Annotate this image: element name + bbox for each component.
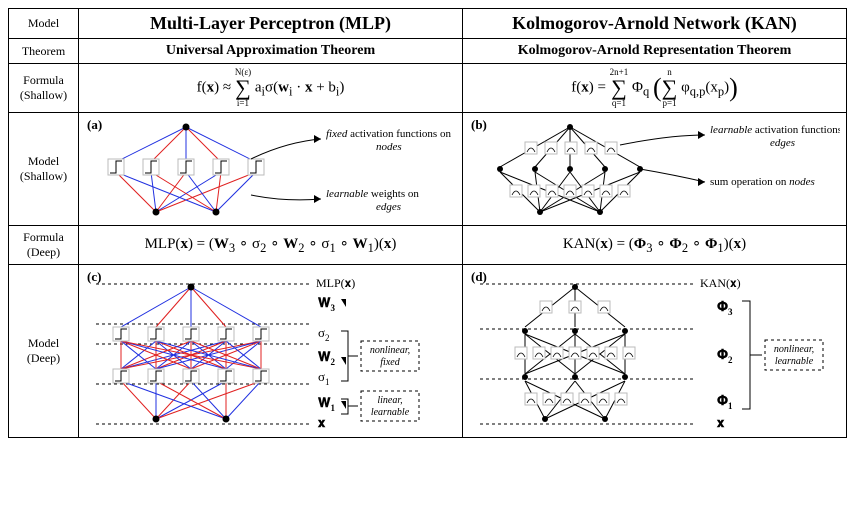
row-label-model: Model — [9, 9, 79, 39]
panel-label-a: (a) — [87, 117, 102, 133]
svg-text:𝐖3: 𝐖3 — [317, 295, 335, 313]
svg-text:nonlinear,: nonlinear, — [369, 345, 409, 356]
row-label-model-shallow: Model (Shallow) — [9, 113, 79, 226]
mlp-formula-shallow: f(x) ≈ N(ε)∑i=1 aiσ(wi · x + bi) — [79, 64, 463, 113]
panel-label-b: (b) — [471, 117, 487, 133]
kan-shallow-diagram-cell: (b) — [463, 113, 847, 226]
svg-text:𝐱: 𝐱 — [716, 415, 725, 430]
mlp-deep-diagram: MLP(𝐱) 𝐖3 σ2 𝐖2 σ1 𝐖1 𝐱 nonlinear, fixed… — [86, 269, 456, 433]
mlp-shallow-diagram: fixed activation functions on nodes lear… — [86, 117, 456, 221]
kan-shallow-diagram: learnable activation functions on edges … — [470, 117, 840, 221]
svg-text:σ2: σ2 — [318, 325, 330, 343]
kan-formula-deep: KAN(x) = (Φ3 ∘ Φ2 ∘ Φ1)(x) — [463, 226, 847, 265]
svg-text:𝐱: 𝐱 — [317, 415, 326, 430]
svg-text:fixed: fixed — [380, 357, 400, 368]
svg-text:𝐖2: 𝐖2 — [317, 349, 335, 367]
row-label-theorem: Theorem — [9, 39, 79, 64]
svg-text:𝚽2: 𝚽2 — [717, 348, 733, 365]
mlp-formula-deep: MLP(x) = (W3 ∘ σ2 ∘ W2 ∘ σ1 ∘ W1)(x) — [79, 226, 463, 265]
kan-deep-diagram-cell: (d) — [463, 265, 847, 438]
svg-text:learnable: learnable — [774, 356, 813, 367]
svg-text:edges: edges — [376, 201, 401, 213]
row-label-formula-deep: Formula (Deep) — [9, 226, 79, 265]
svg-text:𝐖1: 𝐖1 — [317, 395, 335, 413]
mlp-theorem: Universal Approximation Theorem — [79, 39, 463, 64]
svg-text:σ1: σ1 — [318, 369, 330, 387]
svg-text:learnable weights on: learnable weights on — [326, 188, 419, 200]
row-label-model-deep: Model (Deep) — [9, 265, 79, 438]
svg-text:MLP(𝐱): MLP(𝐱) — [316, 276, 355, 290]
panel-label-c: (c) — [87, 269, 101, 285]
row-label-formula-shallow: Formula (Shallow) — [9, 64, 79, 113]
kan-theorem: Kolmogorov-Arnold Representation Theorem — [463, 39, 847, 64]
panel-label-d: (d) — [471, 269, 487, 285]
svg-text:learnable activation functions: learnable activation functions on — [710, 124, 840, 136]
svg-text:learnable: learnable — [370, 407, 409, 418]
svg-text:linear,: linear, — [377, 395, 402, 406]
svg-text:sum operation on nodes: sum operation on nodes — [710, 176, 815, 188]
svg-text:𝚽1: 𝚽1 — [717, 394, 733, 411]
svg-text:nodes: nodes — [376, 141, 402, 153]
kan-deep-diagram: KAN(𝐱) 𝚽3 𝚽2 𝚽1 𝐱 nonlinear, learnable — [470, 269, 840, 433]
svg-text:nonlinear,: nonlinear, — [773, 344, 813, 355]
mlp-shallow-diagram-cell: (a) — [79, 113, 463, 226]
comparison-table: Model Multi-Layer Perceptron (MLP) Kolmo… — [8, 8, 847, 438]
svg-text:KAN(𝐱): KAN(𝐱) — [700, 276, 741, 290]
mlp-deep-diagram-cell: (c) — [79, 265, 463, 438]
mlp-title: Multi-Layer Perceptron (MLP) — [79, 9, 463, 39]
svg-text:edges: edges — [770, 137, 795, 149]
svg-text:fixed activation functions on: fixed activation functions on — [326, 128, 451, 140]
kan-formula-shallow: f(x) = 2n+1∑q=1 Φq (n∑p=1 φq,p(xp)) — [463, 64, 847, 113]
kan-title: Kolmogorov-Arnold Network (KAN) — [463, 9, 847, 39]
svg-text:𝚽3: 𝚽3 — [717, 300, 733, 317]
